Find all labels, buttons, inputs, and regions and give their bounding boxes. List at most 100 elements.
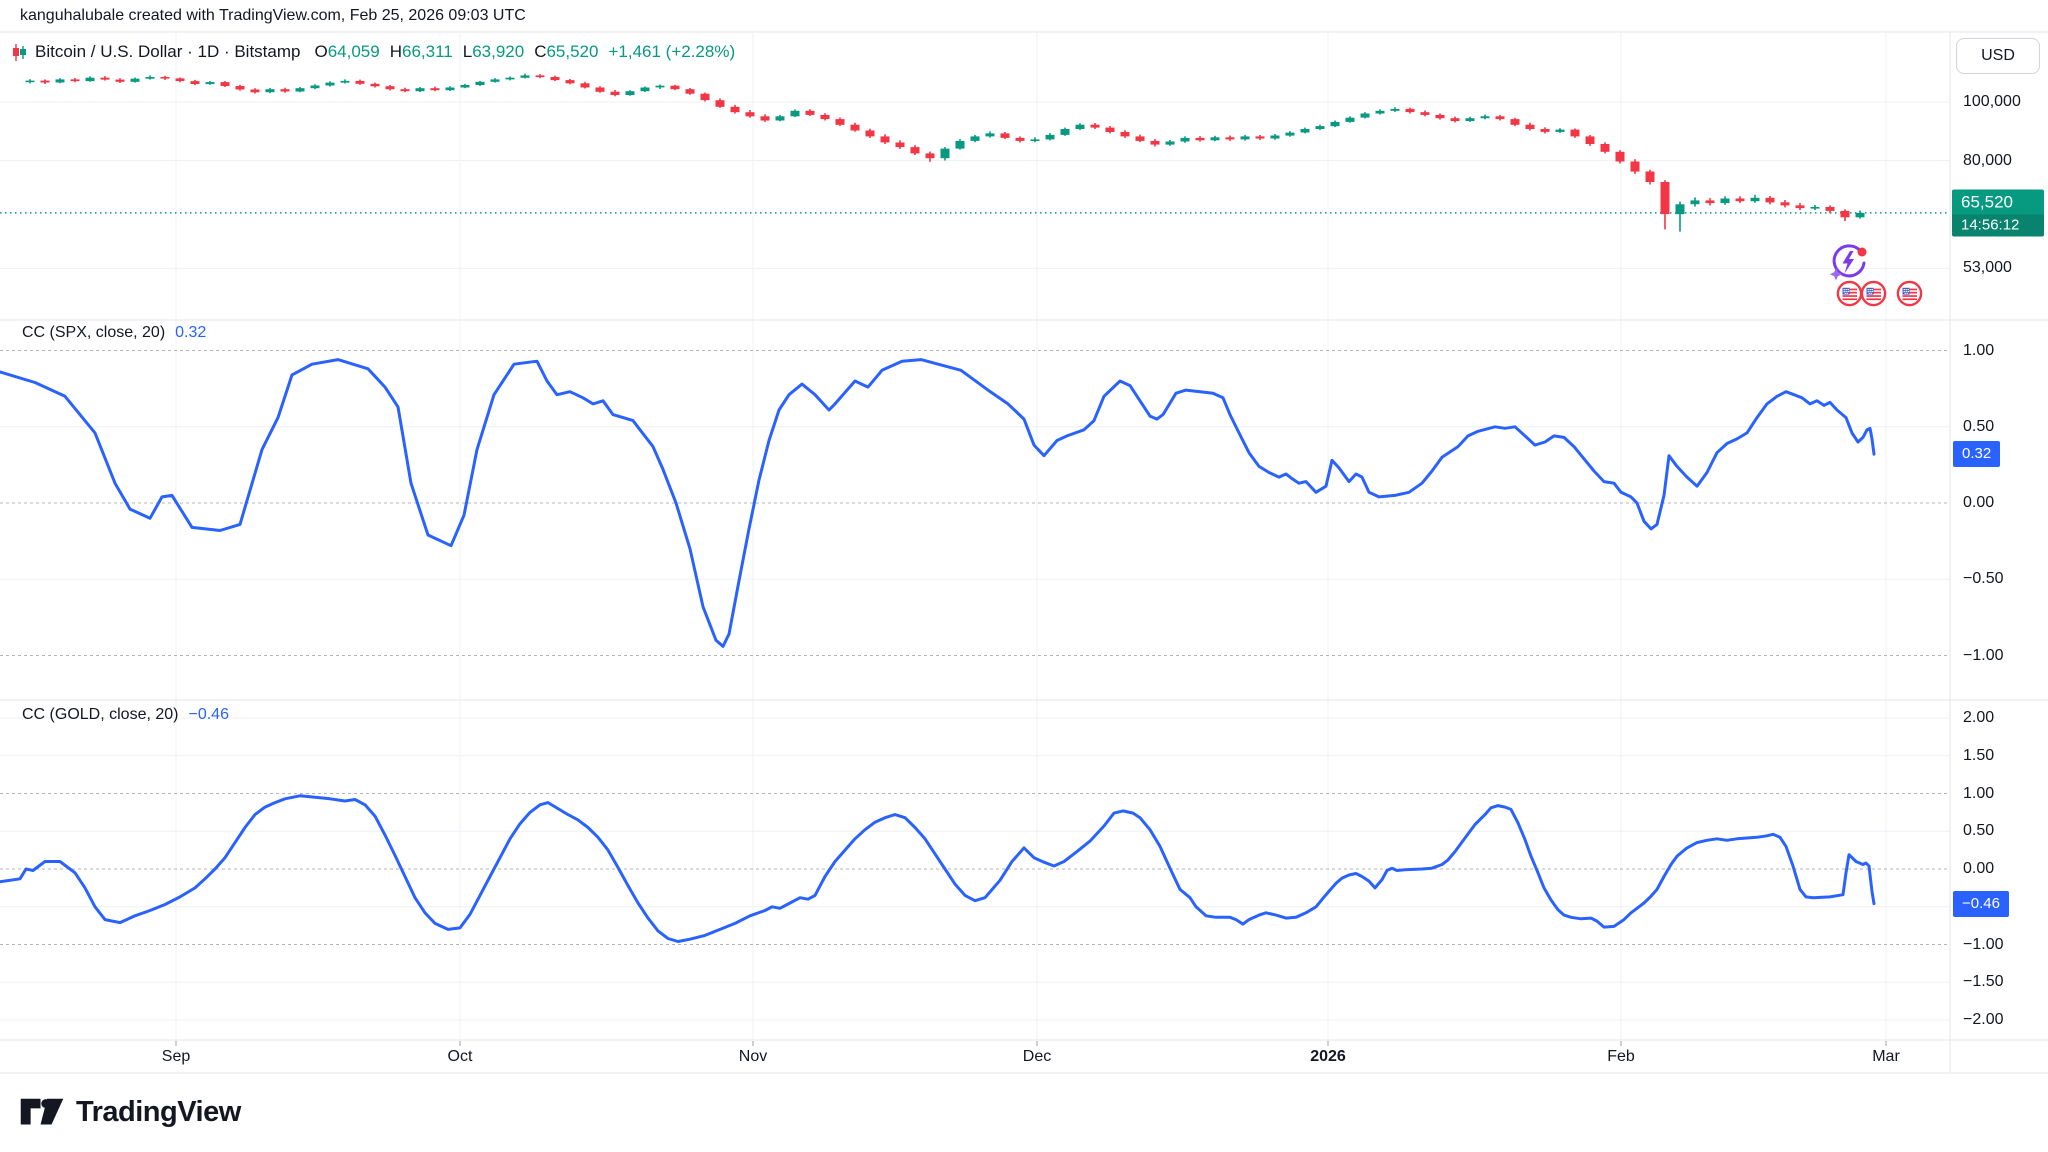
candle-body — [175, 78, 185, 81]
candle-body — [1300, 129, 1310, 133]
candle-body — [1600, 144, 1610, 152]
indicator-header-spx[interactable]: CC (SPX, close, 20) 0.32 — [22, 324, 206, 342]
candle-body — [1825, 207, 1835, 211]
indicator-value-gold: −0.46 — [188, 706, 229, 723]
candle-body — [1195, 137, 1205, 141]
candle-body — [1735, 198, 1745, 202]
candle-body — [1345, 117, 1355, 122]
time-axis-label: Feb — [1607, 1048, 1635, 1065]
indicator-tick-label: 2.00 — [1963, 709, 1995, 726]
candle-body — [295, 88, 305, 92]
candle-body — [655, 85, 665, 88]
candle-body — [160, 77, 170, 79]
price-tick-label: 53,000 — [1963, 259, 2012, 277]
candle-body — [1270, 135, 1280, 139]
indicator-tick-label: 1.00 — [1963, 341, 1995, 359]
indicator-title-gold[interactable]: CC (GOLD, close, 20) — [22, 706, 179, 723]
candle-body — [520, 75, 530, 78]
indicator-title-spx[interactable]: CC (SPX, close, 20) — [22, 324, 166, 341]
candle-body — [1840, 210, 1850, 218]
candle-body — [625, 91, 635, 95]
candle-body — [1405, 108, 1415, 113]
candle-body — [280, 89, 290, 92]
candle-body — [1855, 212, 1865, 218]
candle-body — [430, 88, 440, 91]
candle-body — [1495, 116, 1505, 120]
candle-body — [1285, 132, 1295, 136]
candle-body — [1465, 118, 1475, 121]
tradingview-logo-mark — [20, 1094, 64, 1130]
time-axis-label: Nov — [738, 1048, 768, 1065]
candle-body — [610, 91, 620, 95]
candle-body — [40, 80, 50, 83]
candle-body — [385, 86, 395, 90]
symbol-title[interactable]: Bitcoin / U.S. Dollar · 1D · Bitstamp — [35, 42, 301, 61]
symbol-legend[interactable]: Bitcoin / U.S. Dollar · 1D · Bitstamp O6… — [12, 42, 735, 62]
candle-body — [1525, 124, 1535, 129]
candle-body — [250, 89, 260, 93]
candle-body — [835, 119, 845, 125]
candle-body — [550, 77, 560, 81]
indicator-tick-label: −2.00 — [1963, 1011, 2004, 1028]
indicator-tick-label: −1.00 — [1963, 646, 2004, 664]
indicator-value-spx: 0.32 — [175, 324, 207, 341]
candle-body — [475, 81, 485, 85]
candle-body — [190, 81, 200, 84]
candle-body — [1630, 161, 1640, 172]
candle-body — [1780, 202, 1790, 206]
candle-body — [1570, 129, 1580, 137]
candle-body — [1330, 121, 1340, 127]
candle-body — [1510, 119, 1520, 125]
candle-body — [715, 100, 725, 107]
economic-event-flag-icons[interactable] — [1836, 280, 1923, 312]
tradingview-logo[interactable]: TradingView — [20, 1094, 241, 1130]
candle-body — [910, 147, 920, 154]
candle-body — [1135, 136, 1145, 141]
candle-body — [1615, 151, 1625, 162]
price-axis[interactable]: USD 100,000 80,000 53,000 65,520 14:56:12 1.0… — [1950, 32, 2048, 1073]
time-axis-label: Sep — [161, 1048, 191, 1065]
candle-body — [955, 140, 965, 149]
candle-body — [145, 77, 155, 79]
candle-body — [805, 110, 815, 115]
candle-body — [1765, 197, 1775, 203]
candle-body — [1120, 132, 1130, 137]
indicator-value-badge: −0.46 — [1953, 890, 2009, 917]
us-flag-event-icon[interactable] — [1896, 280, 1923, 312]
indicator-tick-label: 1.00 — [1963, 784, 1995, 802]
candle-body — [760, 116, 770, 121]
candle-body — [1315, 126, 1325, 129]
candle-body — [640, 87, 650, 92]
indicator-header-gold[interactable]: CC (GOLD, close, 20) −0.46 — [22, 706, 229, 724]
candle-body — [1585, 136, 1595, 144]
candle-body — [115, 79, 125, 82]
candle-body — [865, 130, 875, 137]
candle-body — [1795, 205, 1805, 209]
candle-body — [685, 89, 695, 94]
legend-ohlc-pair: H66,311 — [389, 42, 453, 61]
ai-spark-event-icon[interactable] — [1828, 242, 1870, 284]
candle-body — [580, 83, 590, 88]
candle-body — [940, 148, 950, 159]
candle-body — [85, 77, 95, 82]
us-flag-event-icon[interactable] — [1836, 280, 1863, 312]
candle-body — [1540, 129, 1550, 132]
candle-body — [1390, 108, 1400, 111]
candle-body — [1720, 198, 1730, 204]
candle-body — [850, 124, 860, 131]
time-axis[interactable]: Sep Oct Nov Dec 2026 Feb Mar — [0, 1041, 1950, 1073]
candle-body — [985, 133, 995, 137]
candle-body — [370, 83, 380, 87]
candle-body — [1075, 124, 1085, 129]
us-flag-event-icon[interactable] — [1860, 280, 1887, 312]
candle-body — [880, 136, 890, 143]
candle-body — [1240, 136, 1250, 140]
candle-body — [565, 80, 575, 84]
currency-toggle-button[interactable]: USD — [1956, 38, 2040, 74]
indicator-tick-label: −0.50 — [1963, 570, 2004, 588]
candle-body — [1375, 110, 1385, 114]
indicator-tick-label: 0.50 — [1963, 822, 1995, 840]
indicator-tick-label: 0.00 — [1963, 494, 1995, 511]
candle-body — [235, 86, 245, 90]
